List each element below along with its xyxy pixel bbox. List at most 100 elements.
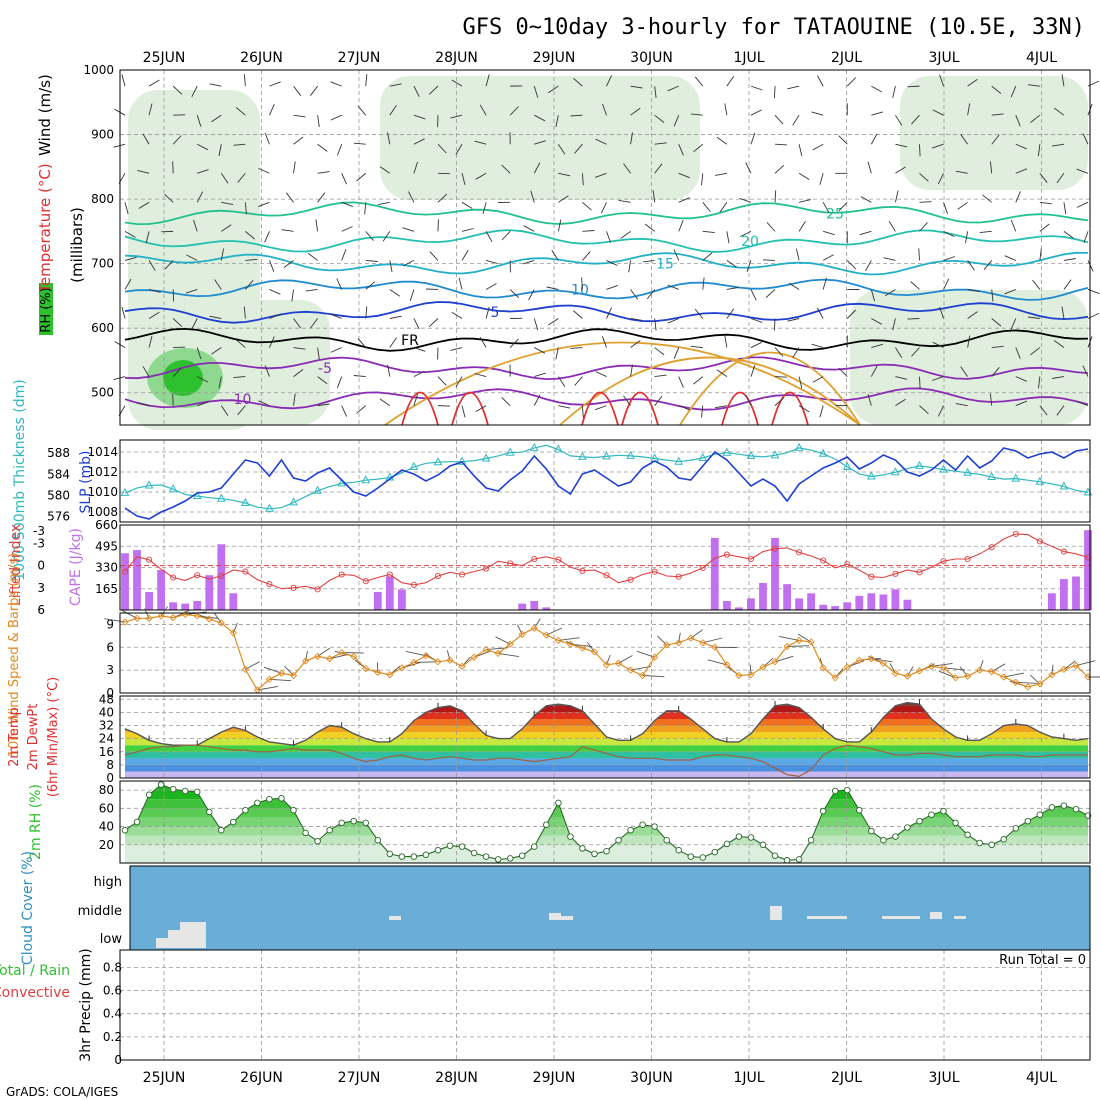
wind-barb bbox=[895, 398, 906, 407]
wind-barb bbox=[910, 281, 920, 290]
wind-barb bbox=[690, 345, 703, 348]
cloud-cover-background bbox=[130, 866, 1090, 950]
wind-barb bbox=[884, 289, 896, 297]
thickness-tick-label: 588 bbox=[47, 446, 70, 460]
wind-barb bbox=[341, 173, 348, 185]
cape-bar bbox=[1048, 593, 1056, 610]
rh-point bbox=[928, 811, 935, 818]
wind-barb bbox=[243, 74, 246, 87]
lifted-index-point bbox=[940, 558, 947, 565]
wind-barb bbox=[750, 289, 757, 301]
date-label-top: 30JUN bbox=[630, 50, 673, 66]
wind-barb bbox=[726, 308, 735, 319]
lifted-index-point bbox=[266, 581, 273, 588]
wind-barb bbox=[960, 366, 968, 377]
wind-barb bbox=[642, 259, 655, 263]
precip-axis-label: 3hr Precip (mm) bbox=[78, 948, 94, 1061]
temperature-band bbox=[125, 705, 1088, 713]
wind-speed-point bbox=[1024, 683, 1032, 691]
surface-wind-barb bbox=[606, 654, 611, 665]
wind-barb bbox=[678, 405, 691, 411]
wind-barb bbox=[137, 402, 150, 407]
precip-frame bbox=[119, 949, 1091, 1061]
wind-barb bbox=[218, 144, 222, 157]
rh-point bbox=[218, 826, 225, 834]
date-label-bottom: 29JUN bbox=[533, 1070, 576, 1086]
wind10m-frame bbox=[119, 612, 1091, 694]
wind-speed-point bbox=[326, 655, 334, 663]
wind-barb bbox=[1056, 173, 1065, 184]
wind-barb bbox=[1087, 260, 1094, 272]
wind-barb bbox=[630, 289, 638, 300]
cape-bar bbox=[879, 594, 888, 610]
wind-barb bbox=[474, 140, 487, 145]
wind-speed-point bbox=[386, 671, 394, 679]
wind-speed-point bbox=[229, 629, 237, 637]
wind-barb bbox=[429, 251, 439, 261]
wind-barb bbox=[739, 197, 752, 203]
thickness-point bbox=[120, 487, 130, 496]
wind-barb bbox=[1082, 133, 1089, 145]
cape-bar bbox=[181, 603, 190, 610]
wind-barb bbox=[871, 85, 883, 93]
thickness-point bbox=[915, 460, 924, 469]
cape-bar bbox=[783, 584, 791, 610]
wind-speed-point bbox=[735, 671, 743, 680]
wind-barb bbox=[197, 169, 209, 174]
date-label-top: 2JUL bbox=[831, 50, 862, 66]
wind-barb bbox=[798, 172, 810, 180]
wind-barb bbox=[1063, 202, 1067, 215]
pressure-unit-label: (millibars) bbox=[68, 207, 86, 283]
wind-barb bbox=[870, 289, 876, 302]
wind-barb bbox=[606, 231, 612, 243]
wind-speed-point bbox=[687, 634, 695, 642]
rh-point bbox=[350, 817, 357, 825]
rh-point bbox=[398, 853, 406, 860]
wind-barb bbox=[724, 103, 728, 116]
isotherm-line bbox=[124, 278, 1089, 301]
hot-contour bbox=[721, 391, 759, 426]
wind-barb bbox=[600, 202, 607, 214]
footer-credit: GrADS: COLA/IGES bbox=[6, 1085, 118, 1099]
wind-barb bbox=[630, 340, 641, 348]
wind-barb bbox=[787, 318, 800, 322]
wind-barb bbox=[726, 260, 737, 268]
wind-barb bbox=[582, 230, 595, 232]
cloud-cover-axis-label: Cloud Cover (%) bbox=[20, 851, 36, 965]
wind-barb bbox=[389, 315, 402, 319]
wind-barb bbox=[991, 367, 1000, 377]
wind-barb bbox=[774, 397, 785, 406]
wind-barb bbox=[317, 115, 320, 128]
wind-barb bbox=[450, 114, 463, 119]
rh-point bbox=[783, 857, 791, 864]
wind-barb bbox=[932, 109, 944, 116]
hot-contour bbox=[771, 391, 809, 426]
lifted-index-point bbox=[362, 578, 369, 585]
wind-barb bbox=[461, 405, 466, 418]
wind-barb bbox=[317, 376, 328, 385]
wind-barb bbox=[1027, 84, 1040, 87]
wind-barb bbox=[623, 163, 631, 174]
wind-barb bbox=[341, 226, 353, 232]
wind-barb bbox=[233, 376, 246, 379]
wind-barb bbox=[317, 171, 330, 174]
wind-barb bbox=[726, 286, 739, 290]
rh-point bbox=[278, 795, 285, 802]
wind-barb bbox=[1015, 376, 1027, 382]
surface-wind-barb bbox=[787, 645, 810, 647]
wind-barb bbox=[795, 248, 800, 261]
wind-barb bbox=[812, 143, 824, 151]
wind-barb bbox=[145, 231, 150, 244]
wind-barb bbox=[895, 143, 908, 148]
wind-barb bbox=[186, 254, 198, 261]
wind-barb bbox=[245, 231, 255, 240]
wind-speed-point bbox=[458, 662, 466, 670]
wind-barb bbox=[482, 202, 487, 215]
rh-point bbox=[675, 846, 682, 854]
thickness-point bbox=[602, 451, 611, 460]
date-label-bottom: 3JUL bbox=[928, 1070, 959, 1086]
wind-speed-point bbox=[350, 652, 358, 661]
thickness-point bbox=[578, 451, 587, 460]
cape-bar bbox=[145, 592, 153, 610]
cape-bar bbox=[542, 607, 551, 610]
